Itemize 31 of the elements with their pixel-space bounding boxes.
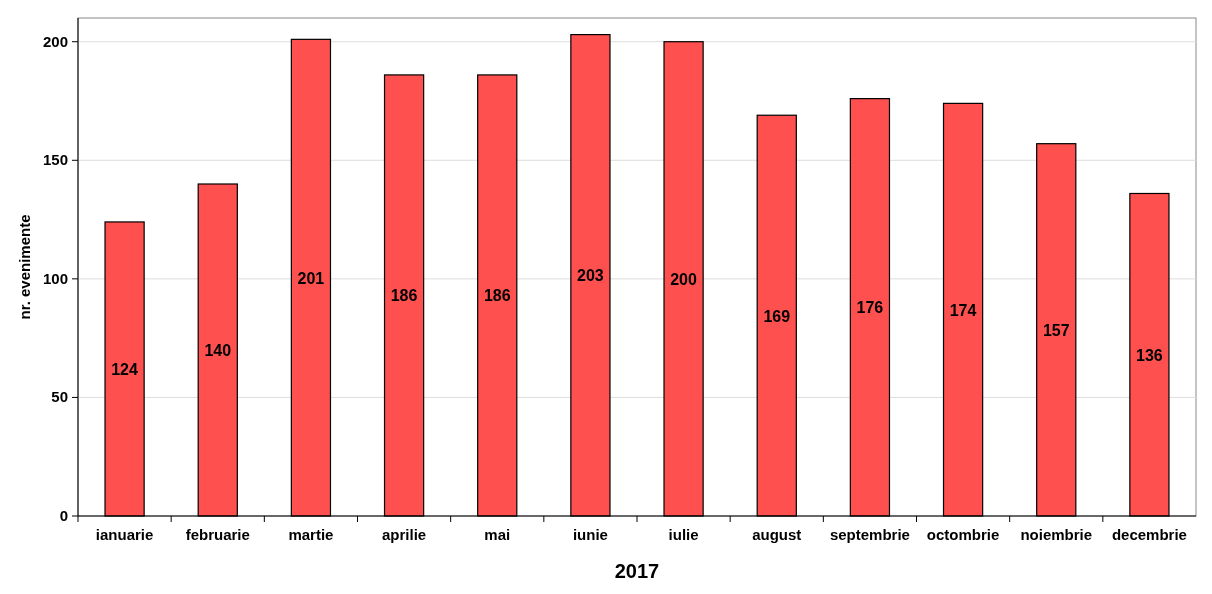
y-tick-label: 200: [42, 32, 68, 50]
y-tick-label: 150: [42, 151, 68, 169]
x-tick-label: noiembrie: [1020, 526, 1093, 543]
data-label: 201: [297, 269, 325, 287]
data-label: 140: [204, 342, 232, 359]
x-axis-title: 2017: [614, 560, 660, 582]
x-tick-label: martie: [288, 526, 334, 543]
x-tick-label: aprilie: [381, 526, 427, 543]
x-tick-label: iunie: [572, 526, 608, 543]
y-tick-label: 0: [59, 507, 68, 524]
x-tick-label: iulie: [668, 526, 699, 543]
data-label: 169: [763, 307, 791, 325]
data-label: 186: [390, 287, 418, 305]
x-tick-label: februarie: [185, 526, 250, 543]
x-tick-label: ianuarie: [95, 526, 154, 543]
data-label: 136: [1136, 346, 1163, 364]
x-tick-label: octombrie: [926, 526, 1000, 543]
data-label: 186: [483, 287, 511, 305]
x-tick-label: mai: [484, 526, 511, 543]
x-tick-label: august: [752, 526, 802, 543]
data-label: 176: [856, 299, 884, 317]
data-label: 200: [670, 270, 698, 288]
y-tick-label: 100: [42, 269, 68, 287]
data-label: 124: [111, 360, 139, 378]
data-label: 157: [1042, 321, 1070, 339]
data-label: 203: [577, 267, 604, 285]
x-tick-label: decembrie: [1111, 526, 1187, 543]
data-label: 174: [949, 301, 977, 319]
y-tick-label: 50: [51, 388, 68, 406]
y-axis-title: nr. evenimente: [16, 214, 33, 320]
x-tick-label: septembrie: [829, 526, 910, 543]
